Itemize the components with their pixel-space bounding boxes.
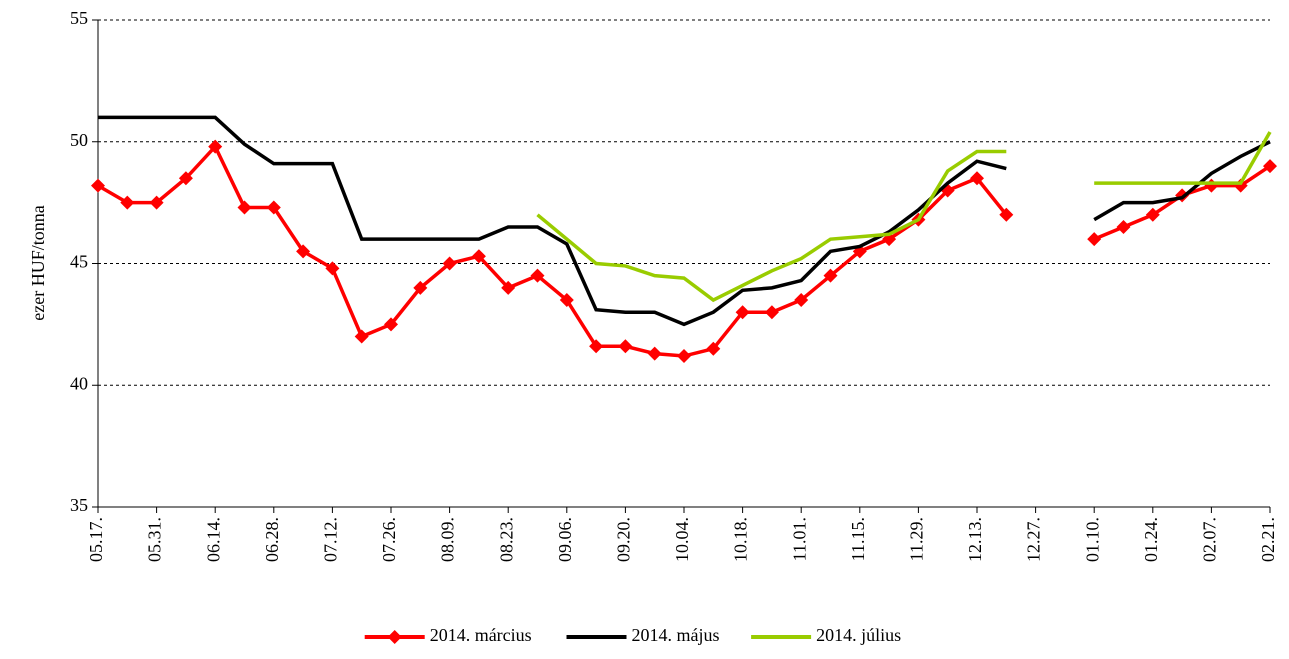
x-tick-label: 01.10. [1082,517,1102,562]
x-tick-label: 07.12. [321,517,341,562]
marker [1145,207,1160,222]
y-tick-label: 35 [70,495,88,515]
marker [354,329,369,344]
marker [530,268,545,283]
marker [471,249,486,264]
x-tick-label: 01.24. [1141,517,1161,562]
x-tick-label: 11.29. [907,517,927,561]
y-tick-label: 45 [70,252,88,272]
x-tick-label: 09.06. [555,517,575,562]
marker [413,280,428,295]
marker [120,195,135,210]
x-tick-label: 06.14. [203,517,223,562]
x-tick-label: 05.17. [86,517,106,562]
marker [91,178,105,193]
x-tick-label: 10.18. [731,517,751,562]
legend-label: 2014. március [430,625,532,645]
marker [677,349,691,364]
marker [999,207,1014,222]
x-tick-label: 08.23. [496,517,516,562]
marker [1087,232,1102,247]
x-tick-label: 12.13. [965,517,985,562]
series-line [98,115,1271,327]
series-line [536,131,1272,303]
marker [442,256,457,271]
x-tick-label: 02.21. [1258,517,1278,562]
marker [618,339,633,354]
marker [735,305,750,320]
x-tick-label: 05.31. [145,517,165,562]
x-tick-label: 02.07. [1200,517,1220,562]
x-tick-label: 12.27. [1024,517,1044,562]
marker [706,341,721,356]
marker [237,200,252,215]
marker [794,293,809,308]
marker [501,280,516,295]
marker [647,346,662,361]
legend-label: 2014. július [816,625,901,645]
marker [589,339,604,354]
x-tick-label: 09.20. [614,517,634,562]
y-tick-label: 40 [70,373,88,393]
x-tick-label: 11.15. [848,517,868,561]
marker [970,171,984,186]
legend-marker [387,630,402,644]
legend-label: 2014. május [632,625,720,645]
marker [1263,159,1277,174]
marker [266,200,281,215]
marker [823,268,838,283]
x-tick-label: 06.28. [262,517,282,562]
marker [208,139,223,154]
marker [764,305,779,320]
marker [1204,178,1219,193]
y-axis-label: ezer HUF/tonna [28,205,48,320]
x-tick-label: 11.01. [789,517,809,561]
x-tick-label: 07.26. [379,517,399,562]
y-tick-label: 50 [70,130,88,150]
marker [559,293,574,308]
x-tick-label: 10.04. [672,517,692,562]
marker [1116,219,1131,234]
marker [296,244,311,259]
marker [178,171,193,186]
marker [325,261,340,276]
marker [149,195,164,210]
x-tick-label: 08.09. [438,517,458,562]
y-tick-label: 55 [70,8,88,28]
marker [384,317,398,332]
